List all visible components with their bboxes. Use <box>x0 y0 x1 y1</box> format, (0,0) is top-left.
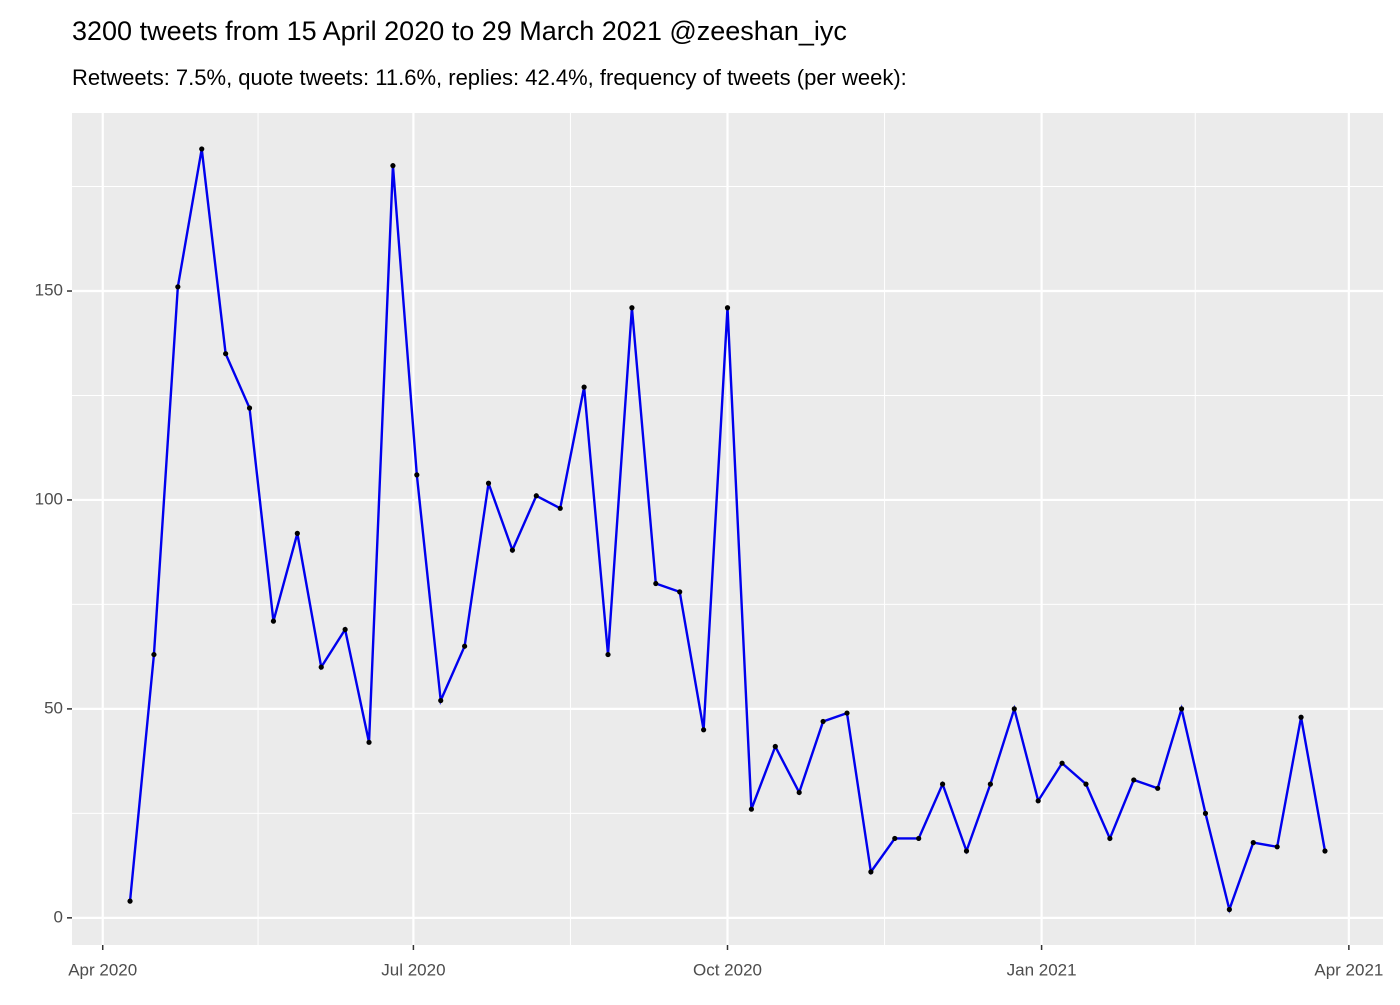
data-point <box>987 781 993 787</box>
data-point <box>533 493 539 499</box>
data-point <box>1107 835 1113 842</box>
data-point <box>939 781 946 787</box>
data-point <box>462 643 468 649</box>
data-point <box>270 618 277 624</box>
data-point <box>1274 844 1280 850</box>
data-point <box>724 305 731 311</box>
data-point <box>485 480 492 486</box>
x-tick-label: Oct 2020 <box>693 960 762 979</box>
data-point <box>820 718 826 725</box>
data-point <box>151 651 157 658</box>
data-point <box>1178 706 1185 712</box>
data-point <box>581 384 587 390</box>
data-point <box>963 848 970 854</box>
data-point <box>1226 906 1232 913</box>
data-point <box>1083 781 1089 787</box>
x-tick-label: Jan 2021 <box>1007 960 1077 979</box>
chart-subtitle: Retweets: 7.5%, quote tweets: 11.6%, rep… <box>72 65 907 90</box>
data-point <box>318 664 324 670</box>
data-point <box>772 743 778 750</box>
data-point <box>127 898 133 904</box>
data-point <box>1298 714 1304 720</box>
data-point <box>438 697 444 704</box>
data-point <box>796 789 802 796</box>
data-point <box>1322 848 1328 854</box>
data-point <box>1155 785 1161 791</box>
data-point <box>509 547 516 553</box>
data-point <box>677 589 683 595</box>
x-tick-label: Apr 2020 <box>68 960 137 979</box>
y-tick-label: 0 <box>54 907 63 926</box>
data-point <box>868 869 874 875</box>
data-point <box>414 472 420 478</box>
y-tick-label: 150 <box>35 281 63 300</box>
data-point <box>557 505 563 511</box>
data-point <box>199 146 205 152</box>
data-point <box>916 835 922 842</box>
data-point <box>605 651 611 658</box>
data-point <box>294 530 300 536</box>
y-tick-label: 100 <box>35 489 63 508</box>
data-point <box>1131 777 1137 783</box>
data-point <box>629 305 635 311</box>
data-point <box>844 710 850 716</box>
data-point <box>701 727 707 733</box>
data-point <box>1250 840 1256 846</box>
data-point <box>892 835 898 842</box>
data-point <box>1059 760 1065 766</box>
data-point <box>1011 706 1017 712</box>
data-point <box>246 405 253 411</box>
data-point <box>366 739 372 745</box>
x-tick-label: Jul 2020 <box>381 960 445 979</box>
data-point <box>342 626 348 633</box>
data-point <box>748 806 754 812</box>
data-point <box>390 163 396 169</box>
data-point <box>175 284 181 290</box>
data-point <box>653 580 659 587</box>
data-point <box>1035 798 1041 804</box>
y-tick-label: 50 <box>44 698 63 717</box>
x-tick-label: Apr 2021 <box>1314 960 1383 979</box>
chart-title: 3200 tweets from 15 April 2020 to 29 Mar… <box>72 16 847 46</box>
data-point <box>223 351 229 357</box>
data-point <box>1202 810 1209 816</box>
